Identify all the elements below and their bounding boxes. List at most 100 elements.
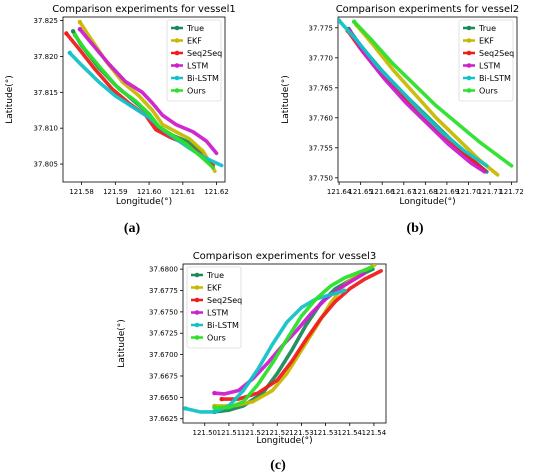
y-tick-label: 37.755 (309, 144, 334, 152)
y-tick-label: 37.6625 (149, 415, 178, 423)
legend-swatch-marker (174, 38, 180, 43)
x-tick-label: 121.67 (392, 188, 417, 196)
legend-label-true: True (206, 271, 224, 280)
x-tick-label: 121.66 (370, 188, 395, 196)
legend: True EKF Seq2Seq LSTM Bi-LSTM Ours (186, 266, 242, 349)
x-tick-label: 121.68 (413, 188, 438, 196)
legend-swatch-marker (174, 63, 180, 68)
legend-label-lstm: LSTM (207, 309, 228, 318)
x-axis-label: Longitude(°) (256, 436, 312, 446)
legend-label-true: True (186, 24, 204, 33)
x-tick-label: 121.50 (193, 429, 218, 437)
legend-swatch-marker (466, 50, 472, 56)
legend-label-lstm: LSTM (187, 62, 208, 71)
series-line-bi-lstm (338, 18, 489, 168)
y-tick-label: 37.750 (309, 174, 334, 182)
y-tick-label: 37.6700 (149, 351, 178, 359)
y-tick-label: 37.805 (34, 161, 59, 169)
x-tick-label: 121.58 (69, 188, 94, 196)
y-tick-label: 37.815 (34, 89, 59, 97)
y-tick-label: 37.770 (309, 54, 334, 62)
series-group (64, 19, 224, 174)
legend-label-bi-lstm: Bi-LSTM (187, 74, 219, 83)
x-tick-label: 121.64 (327, 188, 352, 196)
panel-caption: (b) (406, 221, 423, 236)
legend-label-ekf: EKF (207, 284, 222, 293)
y-tick-label: 37.6800 (149, 266, 178, 274)
legend-swatch-marker (466, 38, 472, 43)
legend-label-ours: Ours (187, 87, 206, 96)
series-start-point-ours (212, 405, 217, 410)
y-tick-label: 37.6650 (149, 394, 178, 402)
legend-label-ekf: EKF (479, 37, 494, 46)
series-start-point-lstm (212, 390, 217, 396)
x-tick-label: 121.52 (265, 429, 290, 437)
legend-swatch-marker (174, 88, 180, 93)
series-start-point-seq2seq (64, 31, 69, 36)
legend-label-seq2seq: Seq2Seq (207, 296, 242, 305)
chart-title: Comparison experiments for vessel1 (52, 4, 236, 15)
legend-swatch-marker (194, 285, 200, 290)
series-group (338, 18, 514, 177)
series-group (183, 264, 383, 415)
x-tick-label: 121.62 (204, 188, 229, 196)
series-start-point-ours (72, 32, 78, 38)
legend-label-bi-lstm: Bi-LSTM (207, 321, 239, 330)
legend-swatch-marker (466, 88, 472, 93)
y-tick-label: 37.6775 (149, 287, 178, 295)
series-line-seq2seq (219, 269, 383, 401)
legend-label-seq2seq: Seq2Seq (479, 49, 514, 58)
legend-label-true: True (478, 24, 496, 33)
legend-swatch-marker (174, 25, 180, 31)
legend-swatch-marker (194, 310, 200, 315)
x-tick-label: 121.71 (478, 188, 503, 196)
x-tick-label: 121.65 (348, 188, 373, 196)
panel-caption: (c) (270, 458, 286, 473)
series-start-point-ekf (77, 19, 83, 25)
legend-label-seq2seq: Seq2Seq (187, 49, 222, 58)
x-tick-label: 121.70 (456, 188, 481, 196)
chart-panel-1: Comparison experiments for vessel1 121.58… (5, 4, 236, 236)
legend-label-ours: Ours (479, 87, 498, 96)
x-tick-label: 121.72 (499, 188, 524, 196)
y-tick-label: 37.6675 (149, 372, 178, 380)
chart-title: Comparison experiments for vessel3 (193, 251, 377, 262)
legend: True EKF Seq2Seq LSTM Bi-LSTM Ours (458, 19, 514, 102)
x-tick-label: 121.53 (289, 429, 314, 437)
x-axis-label: Longitude(°) (399, 197, 455, 207)
legend-swatch-marker (174, 75, 180, 81)
legend-label-bi-lstm: Bi-LSTM (479, 74, 511, 83)
legend-label-lstm: LSTM (479, 62, 500, 71)
y-tick-label: 37.6750 (149, 308, 178, 316)
y-axis-label: Latitude(°) (281, 75, 291, 124)
x-tick-label: 121.51 (217, 429, 242, 437)
series-line-ours (212, 265, 374, 410)
x-tick-label: 121.59 (103, 188, 128, 196)
legend-swatch-marker (466, 75, 472, 81)
series-start-point-true (70, 29, 76, 34)
series-start-point-seq2seq (219, 396, 224, 402)
chart-panel-2: Comparison experiments for vessel2 121.64… (281, 4, 524, 236)
x-tick-label: 121.54 (362, 429, 387, 437)
y-tick-label: 37.765 (309, 84, 334, 92)
panel-caption: (a) (124, 221, 141, 236)
x-tick-label: 121.69 (435, 188, 460, 196)
series-line-ours (352, 20, 514, 168)
series-line-ours (73, 33, 215, 170)
x-tick-label: 121.61 (171, 188, 196, 196)
legend-swatch-marker (466, 63, 472, 68)
y-tick-label: 37.775 (309, 24, 334, 32)
y-tick-label: 37.820 (34, 53, 59, 61)
series-start-point-bi-lstm (338, 18, 342, 23)
x-axis-label: Longitude(°) (116, 197, 172, 207)
legend-label-ekf: EKF (187, 37, 202, 46)
legend-swatch-marker (174, 50, 180, 56)
legend: True EKF Seq2Seq LSTM Bi-LSTM Ours (166, 19, 222, 102)
legend-swatch-marker (194, 322, 200, 328)
chart-title: Comparison experiments for vessel2 (336, 4, 520, 15)
x-tick-label: 121.60 (137, 188, 162, 196)
x-tick-label: 121.52 (241, 429, 266, 437)
series-start-point-ours (351, 19, 357, 24)
y-tick-label: 37.6725 (149, 330, 178, 338)
